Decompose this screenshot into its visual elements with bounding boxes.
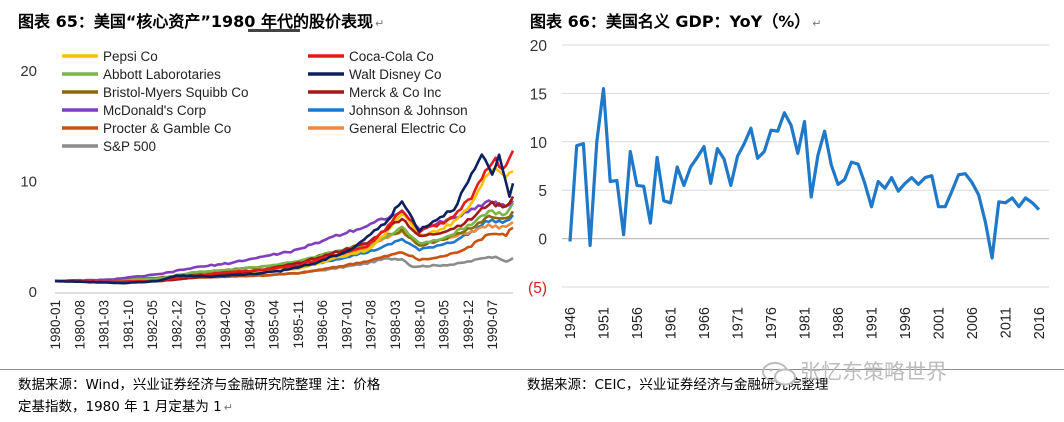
x-tick-label: 1961 <box>664 307 680 339</box>
x-tick-label: 1986 <box>831 307 847 339</box>
x-tick-label: 1980-08 <box>72 300 87 350</box>
legend-label-johnson-johnson: Johnson & Johnson <box>349 103 468 118</box>
y-tick-label: 0 <box>29 284 37 301</box>
left-chart-title: 图表 65：美国“核心资产”1980 年代的股价表现 ↵ <box>18 12 385 31</box>
x-tick-label: 1981-10 <box>121 300 136 350</box>
title-underline <box>248 29 300 32</box>
x-tick-label: 1984-02 <box>218 300 233 350</box>
series-line-procter-gamble-co <box>54 226 514 284</box>
series-line-walt-disney-co <box>54 153 515 285</box>
y-tick-label: 0 <box>538 232 547 249</box>
section-divider <box>0 369 1064 370</box>
legend-label-walt-disney-co: Walt Disney Co <box>349 67 442 82</box>
x-tick-label: 1981 <box>798 307 814 339</box>
y-tick-label: 10 <box>530 135 548 152</box>
left-source-line-2: 定基指数，1980 年 1 月定基为 1 ↵ <box>18 399 233 415</box>
x-tick-label: 1986-06 <box>315 300 330 350</box>
x-tick-label: 1996 <box>898 307 914 339</box>
return-mark-icon: ↵ <box>374 17 385 30</box>
legend-label-coca-cola-co: Coca-Cola Co <box>349 49 434 64</box>
legend-label-abbott-laborotaries: Abbott Laborotaries <box>103 67 221 82</box>
x-tick-label: 1989-05 <box>437 300 452 350</box>
legend-label-general-electric-co: General Electric Co <box>349 121 466 136</box>
x-tick-label: 1987-08 <box>364 300 379 350</box>
x-tick-label: 1946 <box>563 307 579 339</box>
y-tick-label: 10 <box>20 174 37 191</box>
y-tick-label: (5) <box>528 280 547 297</box>
x-tick-label: 1990-07 <box>485 300 500 350</box>
x-tick-label: 1981-03 <box>97 300 112 350</box>
x-tick-label: 2016 <box>1032 307 1048 339</box>
x-tick-label: 1985-04 <box>267 300 282 350</box>
x-tick-label: 1966 <box>697 307 713 339</box>
x-tick-label: 1971 <box>731 307 747 339</box>
series-line-mcdonald-s-corp <box>55 199 514 283</box>
x-tick-label: 2011 <box>999 307 1015 338</box>
series-line-nominal-gdp-yoy <box>568 87 1041 260</box>
return-mark-icon: ↵ <box>812 17 822 30</box>
watermark-text: 张忆东策略世界 <box>800 360 947 384</box>
left-source-line-1: 数据来源：Wind，兴业证券经济与金融研究院整理 注：价格 <box>18 377 381 393</box>
legend-label-procter-gamble-co: Procter & Gamble Co <box>103 121 231 136</box>
x-tick-label: 1984-09 <box>242 300 257 350</box>
x-tick-label: 1989-12 <box>461 300 476 350</box>
x-tick-label: 1988-03 <box>388 300 403 350</box>
y-tick-label: 20 <box>530 38 548 55</box>
y-tick-label: 20 <box>20 63 37 80</box>
stock-price-chart: 0 10 20 1980-01 1980-08 1981-03 1981-10 1982-05… <box>20 49 515 350</box>
wechat-icon <box>762 362 796 386</box>
x-tick-label: 1982-12 <box>169 300 184 350</box>
legend-label-mcdonald-s-corp: McDonald's Corp <box>103 103 206 118</box>
gdp-yoy-chart: (5) 0 5 10 15 20 1946 1951 1956 1961 1966 1971 1976 1… <box>528 38 1049 339</box>
right-chart-title: 图表 66：美国名义 GDP：YoY（%） ↵ <box>530 12 822 31</box>
x-tick-label: 1980-01 <box>48 300 63 350</box>
right-source-line: 数据来源：CEIC，兴业证券经济与金融研究院整理 <box>527 377 829 393</box>
x-tick-label: 1983-07 <box>194 300 209 350</box>
x-tick-label: 2001 <box>932 307 948 339</box>
x-tick-label: 1982-05 <box>145 300 160 350</box>
x-tick-label: 1976 <box>764 307 780 339</box>
y-tick-label: 5 <box>538 183 547 200</box>
legend-label-bristol-myers-squibb-co: Bristol-Myers Squibb Co <box>103 85 249 100</box>
x-tick-label: 1956 <box>630 307 646 339</box>
y-tick-label: 15 <box>530 86 547 103</box>
x-tick-label: 1988-10 <box>412 300 427 350</box>
legend-label-pepsi-co: Pepsi Co <box>103 49 158 64</box>
return-mark-icon: ↵ <box>223 401 233 414</box>
x-tick-label: 1991 <box>865 307 881 339</box>
x-tick-label: 1987-01 <box>340 300 355 350</box>
x-tick-label: 2006 <box>965 307 981 339</box>
x-tick-label: 1985-11 <box>291 300 306 349</box>
legend-label-merck-co-inc: Merck & Co Inc <box>349 85 442 100</box>
x-tick-label: 1951 <box>597 307 613 339</box>
series-line-abbott-laborotaries <box>54 201 515 283</box>
legend-label-s-p-500: S&P 500 <box>103 139 156 154</box>
